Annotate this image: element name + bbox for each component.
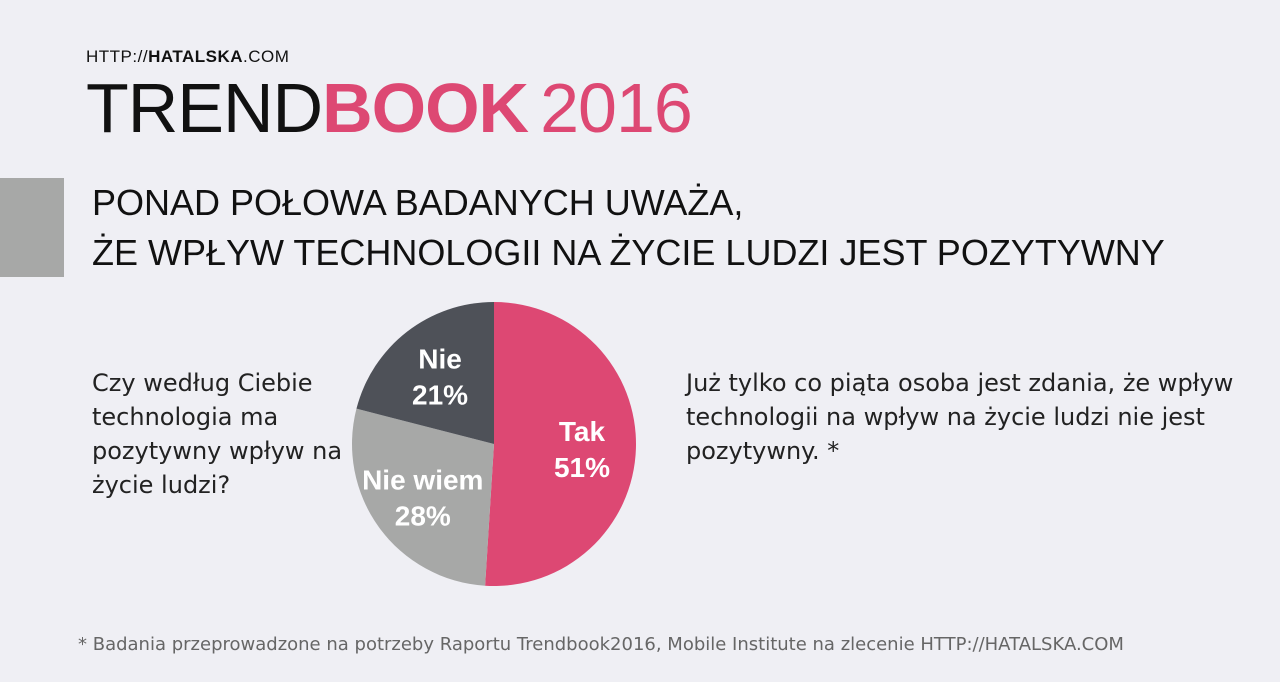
- pie-label-nie: Nie: [418, 343, 462, 374]
- footnote: * Badania przeprowadzone na potrzeby Rap…: [78, 634, 1124, 655]
- headline-line-2: ŻE WPŁYW TECHNOLOGII NA ŻYCIE LUDZI JEST…: [92, 232, 1165, 273]
- pie-slice-tak: [485, 302, 637, 586]
- comment-text: Już tylko co piąta osoba jest zdania, że…: [686, 369, 1234, 465]
- pie-label-nie-wiem: Nie wiem: [362, 465, 483, 496]
- survey-question: Czy według Ciebie technologia ma pozytyw…: [92, 369, 343, 499]
- url-prefix: HTTP://: [86, 47, 149, 66]
- decorative-gray-block: [0, 178, 64, 277]
- title-year: 2016: [540, 69, 693, 147]
- pie-chart: Tak 51% Nie wiem 28% Nie 21%: [352, 302, 637, 586]
- pie-value-tak: 51%: [554, 452, 610, 483]
- pie-slice-nie-wiem: [352, 408, 494, 586]
- pie-value-nie: 21%: [412, 379, 468, 410]
- title-book: BOOK: [322, 69, 529, 147]
- url-brand: HATALSKA: [148, 47, 244, 66]
- pie-value-nie-wiem: 28%: [395, 501, 451, 532]
- pie-label-tak: Tak: [559, 416, 606, 447]
- pie-slice-nie: [356, 302, 494, 444]
- url-suffix: .COM: [243, 47, 290, 66]
- headline: PONAD POŁOWA BADANYCH UWAŻA, ŻE WPŁYW TE…: [92, 178, 1165, 278]
- trendbook-title: TRENDBOOK 2016: [86, 66, 693, 150]
- site-url: HTTP://HATALSKA.COM: [86, 47, 289, 67]
- headline-line-1: PONAD POŁOWA BADANYCH UWAŻA,: [92, 182, 744, 223]
- title-trend: TREND: [86, 69, 323, 147]
